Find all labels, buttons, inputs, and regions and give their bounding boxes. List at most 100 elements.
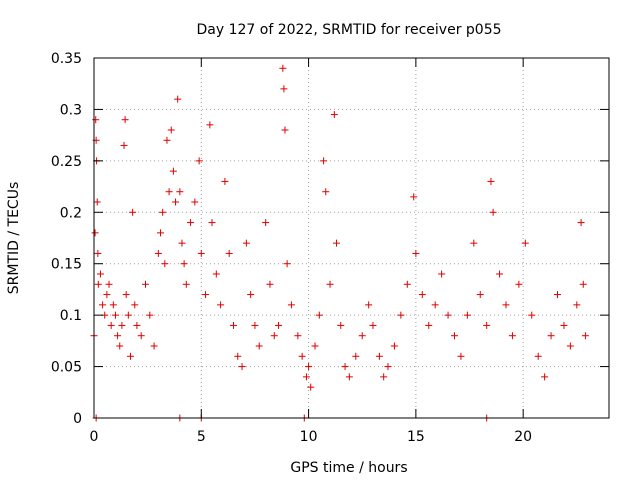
data-point xyxy=(238,363,246,371)
data-point xyxy=(180,260,188,268)
data-point xyxy=(212,270,220,278)
data-point xyxy=(508,332,516,340)
data-point xyxy=(337,321,345,329)
data-point xyxy=(251,321,259,329)
data-point xyxy=(109,301,117,309)
data-point xyxy=(206,121,214,129)
data-point xyxy=(305,363,313,371)
data-point xyxy=(403,280,411,288)
y-axis-label: SRMTID / TECUs xyxy=(6,182,22,295)
data-point xyxy=(281,126,289,134)
x-tick-label: 15 xyxy=(407,429,425,445)
data-point xyxy=(92,116,100,124)
data-point xyxy=(341,363,349,371)
data-point xyxy=(322,188,330,196)
data-point xyxy=(161,260,169,268)
data-point xyxy=(124,311,132,319)
data-point xyxy=(554,291,561,299)
data-point xyxy=(195,157,203,165)
data-point xyxy=(262,219,270,227)
data-point xyxy=(496,270,504,278)
data-point xyxy=(275,321,283,329)
data-point xyxy=(541,373,549,381)
data-point xyxy=(167,126,175,134)
data-point xyxy=(197,249,205,257)
data-point xyxy=(187,219,195,227)
data-point xyxy=(146,311,154,319)
data-point xyxy=(120,141,128,149)
data-point xyxy=(489,208,497,216)
data-point xyxy=(573,301,581,309)
chart-title: Day 127 of 2022, SRMTID for receiver p05… xyxy=(196,22,501,38)
data-point xyxy=(345,373,353,381)
data-point xyxy=(121,116,129,124)
data-point xyxy=(114,332,122,340)
grid-layer xyxy=(94,58,609,418)
data-point xyxy=(287,301,295,309)
data-point xyxy=(176,188,184,196)
data-point xyxy=(566,342,574,350)
data-point xyxy=(418,291,426,299)
data-point xyxy=(412,249,420,257)
data-point xyxy=(326,280,334,288)
data-point xyxy=(208,219,216,227)
y-tick-label: 0.15 xyxy=(51,257,82,273)
y-tick-label: 0.05 xyxy=(51,360,82,376)
data-point xyxy=(515,280,523,288)
data-point xyxy=(330,111,338,119)
data-point xyxy=(172,198,180,206)
data-point xyxy=(384,363,392,371)
data-point xyxy=(581,332,589,340)
data-point xyxy=(365,301,373,309)
data-point xyxy=(150,342,158,350)
data-point xyxy=(358,332,366,340)
data-point xyxy=(320,157,328,165)
data-point xyxy=(94,280,102,288)
data-point xyxy=(221,177,229,185)
data-point xyxy=(154,249,162,257)
data-point xyxy=(579,280,587,288)
y-tick-label: 0.1 xyxy=(60,308,82,324)
data-point xyxy=(96,270,104,278)
data-point xyxy=(178,239,186,247)
y-tick-label: 0.35 xyxy=(51,51,82,67)
plot-frame xyxy=(93,57,610,419)
data-point xyxy=(142,280,149,288)
data-point xyxy=(131,301,139,309)
data-point xyxy=(380,373,388,381)
data-point xyxy=(169,167,177,175)
data-point xyxy=(463,311,471,319)
data-point xyxy=(451,332,458,340)
data-point xyxy=(116,342,124,350)
data-point xyxy=(165,188,173,196)
x-tick-label: 10 xyxy=(300,429,318,445)
data-point xyxy=(560,321,568,329)
data-point xyxy=(225,249,233,257)
data-point xyxy=(122,291,130,299)
data-point xyxy=(137,332,145,340)
data-point xyxy=(174,95,182,103)
data-points xyxy=(90,64,589,422)
data-point xyxy=(352,352,360,360)
x-axis-label: GPS time / hours xyxy=(290,460,407,476)
data-point xyxy=(191,198,199,206)
data-point xyxy=(255,342,263,350)
data-point xyxy=(182,280,190,288)
data-point xyxy=(234,352,242,360)
data-point xyxy=(298,352,306,360)
data-point xyxy=(431,301,439,309)
data-point xyxy=(94,249,102,257)
data-point xyxy=(311,342,319,350)
data-point xyxy=(270,332,278,340)
data-point xyxy=(163,136,171,144)
data-point xyxy=(425,321,433,329)
data-point xyxy=(93,198,101,206)
data-point xyxy=(91,229,99,237)
data-point xyxy=(247,291,255,299)
data-point xyxy=(476,291,484,299)
data-point xyxy=(390,342,398,350)
data-point xyxy=(129,208,137,216)
data-point xyxy=(410,193,418,201)
data-point xyxy=(438,270,446,278)
data-point xyxy=(242,239,250,247)
